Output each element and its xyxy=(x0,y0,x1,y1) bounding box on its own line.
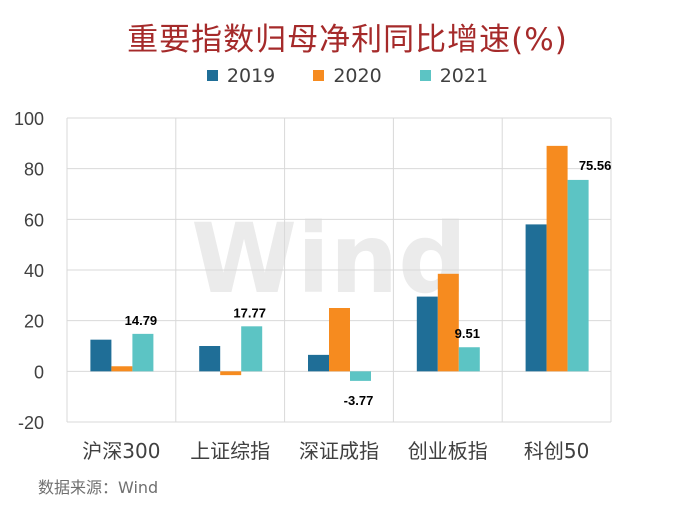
legend-swatch-2020 xyxy=(313,70,325,81)
legend-label-2020: 2020 xyxy=(333,64,382,87)
y-tick-label: 100 xyxy=(14,109,44,129)
x-category-label: 科创50 xyxy=(524,439,589,463)
x-category-label: 沪深300 xyxy=(82,439,160,463)
bar-2021-1 xyxy=(241,326,263,372)
bar-2021-2 xyxy=(350,371,371,381)
legend-swatch-2021 xyxy=(419,70,431,81)
bar-2019-0 xyxy=(90,339,112,372)
legend-item-2021: 2021 xyxy=(419,64,489,87)
bar-2019-2 xyxy=(308,354,329,372)
y-tick-label: 80 xyxy=(24,160,44,180)
data-label: 75.56 xyxy=(579,158,612,173)
bar-2020-1 xyxy=(220,371,242,376)
legend: 2019 2020 2021 xyxy=(0,64,695,87)
x-category-label: 深证成指 xyxy=(299,439,379,463)
x-category-label: 创业板指 xyxy=(408,439,488,463)
bar-2020-3 xyxy=(437,273,459,372)
legend-label-2019: 2019 xyxy=(226,64,276,87)
y-tick-label: 20 xyxy=(24,312,44,332)
data-label: 14.79 xyxy=(125,313,158,328)
legend-swatch-2019 xyxy=(206,70,218,81)
bar-2021-4 xyxy=(567,179,589,372)
data-label: 17.77 xyxy=(233,305,266,320)
bar-2020-0 xyxy=(111,366,133,372)
bar-2021-3 xyxy=(458,347,480,372)
y-tick-label: 40 xyxy=(24,261,44,281)
legend-item-2019: 2019 xyxy=(206,64,276,87)
chart-title: 重要指数归母净利同比增速(%) xyxy=(127,22,568,58)
x-category-label: 上证综指 xyxy=(190,439,270,463)
watermark-text: Wind xyxy=(191,203,467,315)
legend-label-2021: 2021 xyxy=(439,64,489,87)
bar-2019-4 xyxy=(525,224,547,372)
y-tick-label: 0 xyxy=(34,362,44,382)
bar-2019-3 xyxy=(416,296,438,372)
legend-item-2020: 2020 xyxy=(313,64,382,87)
bar-2020-4 xyxy=(546,145,568,372)
data-label: -3.77 xyxy=(344,393,374,408)
y-tick-label: 60 xyxy=(24,210,44,230)
bar-2020-2 xyxy=(329,308,350,372)
data-label: 9.51 xyxy=(455,326,480,341)
bar-2021-0 xyxy=(132,333,154,372)
y-tick-label: -20 xyxy=(18,413,44,433)
data-source-note: 数据来源：Wind xyxy=(38,478,159,497)
bar-2019-1 xyxy=(199,346,221,372)
